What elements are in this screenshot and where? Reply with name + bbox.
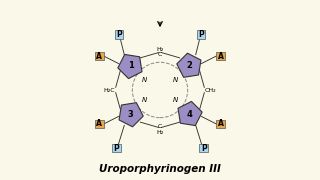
Text: N: N [172,77,178,83]
Text: H₂C: H₂C [103,87,115,93]
Text: N: N [142,97,148,103]
Text: P: P [116,30,122,39]
Text: A: A [218,51,224,60]
Text: 3: 3 [128,110,133,119]
Text: Uroporphyrinogen III: Uroporphyrinogen III [99,165,221,174]
FancyBboxPatch shape [216,52,225,60]
Polygon shape [178,101,202,126]
FancyBboxPatch shape [216,120,225,128]
Text: C: C [158,124,162,129]
Text: 2: 2 [187,61,192,70]
FancyBboxPatch shape [115,30,123,39]
Text: N: N [172,97,178,103]
Polygon shape [177,53,201,77]
Text: P: P [201,143,207,152]
Polygon shape [119,103,143,127]
FancyBboxPatch shape [199,144,208,152]
Text: C: C [158,52,162,57]
FancyBboxPatch shape [197,30,205,39]
Text: 1: 1 [128,61,133,70]
Text: A: A [218,120,224,129]
Text: N: N [142,77,148,83]
FancyBboxPatch shape [112,144,121,152]
Text: 4: 4 [187,110,192,119]
Polygon shape [118,54,142,79]
FancyBboxPatch shape [95,52,104,60]
Text: P: P [198,30,204,39]
Text: H₂: H₂ [156,130,164,135]
Text: CH₂: CH₂ [205,87,217,93]
Text: A: A [96,120,102,129]
FancyBboxPatch shape [95,120,104,128]
Text: H₂: H₂ [156,47,164,52]
Text: A: A [96,51,102,60]
Text: P: P [113,143,119,152]
